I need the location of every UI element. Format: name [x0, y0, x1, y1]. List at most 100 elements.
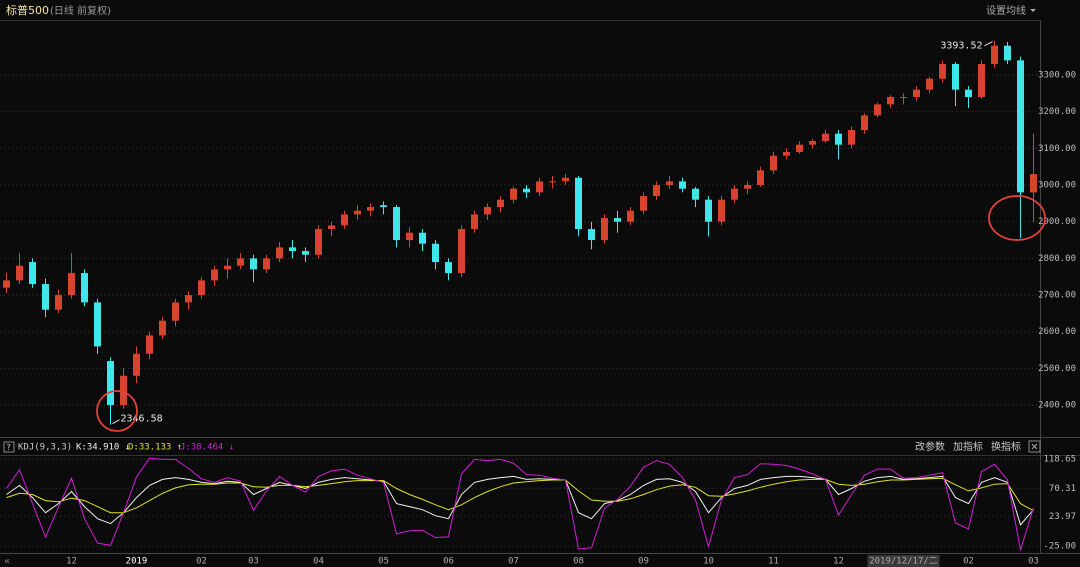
candle-body [601, 218, 608, 241]
x-tick-label: 06 [443, 557, 454, 567]
indicator-line [6, 475, 1034, 526]
candle-body [549, 181, 556, 183]
candle-body [367, 207, 374, 211]
y-tick-label: 2500.00 [1038, 364, 1076, 374]
candle-body [822, 133, 829, 142]
candle-body [510, 188, 517, 200]
candle-body [55, 295, 62, 310]
max-label: 3393.52 [940, 41, 982, 52]
annotation-arrow [112, 419, 120, 425]
candle-body [653, 185, 660, 197]
candle-body [952, 64, 959, 90]
candle-body [614, 218, 621, 222]
help-icon[interactable] [3, 441, 15, 453]
candle-body [289, 247, 296, 252]
indicator-button[interactable]: 改参数 [915, 440, 945, 453]
candle-body [1030, 174, 1037, 193]
candle-body [861, 115, 868, 131]
indicator-button[interactable]: 换指标 [991, 440, 1021, 453]
candle-body [29, 262, 36, 285]
close-icon[interactable] [1031, 443, 1038, 450]
y-tick-label: 3100.00 [1038, 144, 1076, 154]
candle-body [315, 229, 322, 255]
candle-body [211, 269, 218, 281]
candle-body [198, 280, 205, 296]
x-tick-label: 02 [963, 557, 974, 567]
scroll-left-icon[interactable]: « [4, 556, 10, 567]
candle-body [3, 280, 10, 288]
candle-body [497, 199, 504, 208]
y-tick-label: 2900.00 [1038, 217, 1076, 227]
candle-body [133, 353, 140, 376]
ma-button[interactable]: 设置均线 [986, 4, 1026, 17]
legend-entry: J:38.464 ↓ [180, 443, 234, 453]
min-label: 2346.58 [121, 414, 163, 425]
indicator-button[interactable]: 加指标 [953, 440, 983, 453]
candle-body [172, 302, 179, 321]
y-tick-label: 2800.00 [1038, 254, 1076, 264]
x-tick-label: 12 [833, 557, 844, 567]
candle-body [354, 210, 361, 215]
candle-body [1017, 60, 1024, 193]
x-tick-label: 12 [66, 557, 77, 567]
candle-body [640, 196, 647, 211]
candle-body [913, 89, 920, 98]
chart-title: 标普500 [6, 3, 49, 17]
candle-body [42, 284, 49, 310]
legend-entry: D:33.133 ↑ [128, 443, 182, 453]
y-tick-label: 70.31 [1049, 484, 1076, 494]
x-tick-label: 08 [573, 557, 584, 567]
candle-body [679, 181, 686, 189]
candle-body [224, 265, 231, 270]
x-tick-label: 11 [768, 557, 779, 567]
candle-body [81, 273, 88, 303]
candle-body [991, 45, 998, 65]
highlight-circle [988, 195, 1046, 241]
x-tick-label: 10 [703, 557, 714, 567]
candle-body [731, 188, 738, 200]
candle-body [783, 152, 790, 156]
candle-body [744, 185, 751, 189]
candle-body [120, 375, 127, 406]
candle-body [666, 181, 673, 186]
y-tick-label: -25.00 [1043, 541, 1076, 551]
candle-body [757, 170, 764, 186]
candle-body [380, 205, 387, 208]
candle-body [94, 302, 101, 347]
candle-body [796, 144, 803, 153]
x-tick-label: 2019 [126, 557, 148, 567]
candle-body [237, 258, 244, 266]
y-tick-label: 23.97 [1049, 512, 1076, 522]
x-tick-label: 09 [638, 557, 649, 567]
candle-body [341, 214, 348, 226]
candle-body [809, 141, 816, 145]
crosshair-label-bg [867, 555, 940, 567]
y-tick-label: 3000.00 [1038, 181, 1076, 191]
candle-body [562, 177, 569, 182]
dropdown-icon[interactable] [1030, 9, 1036, 12]
candle-body [926, 78, 933, 90]
candle-body [900, 97, 907, 99]
candle-body [185, 295, 192, 303]
candle-body [835, 133, 842, 145]
candle-body [575, 177, 582, 230]
indicator-line [6, 457, 1034, 551]
legend-entry: K:34.910 ↓ [76, 443, 130, 453]
indicator-line [6, 477, 1034, 514]
candle-body [432, 243, 439, 263]
candle-body [484, 207, 491, 215]
x-tick-label: 03 [248, 557, 259, 567]
help-icon[interactable]: ? [7, 443, 11, 452]
candle-body [406, 232, 413, 241]
y-tick-label: 3200.00 [1038, 107, 1076, 117]
candle-body [588, 229, 595, 241]
candle-body [68, 273, 75, 296]
annotation-arrow [984, 41, 993, 47]
x-tick-label: 02 [196, 557, 207, 567]
candle-body [302, 251, 309, 255]
x-tick-label: 03 [1028, 557, 1039, 567]
candle-body [250, 258, 257, 270]
close-icon[interactable] [1028, 440, 1041, 453]
